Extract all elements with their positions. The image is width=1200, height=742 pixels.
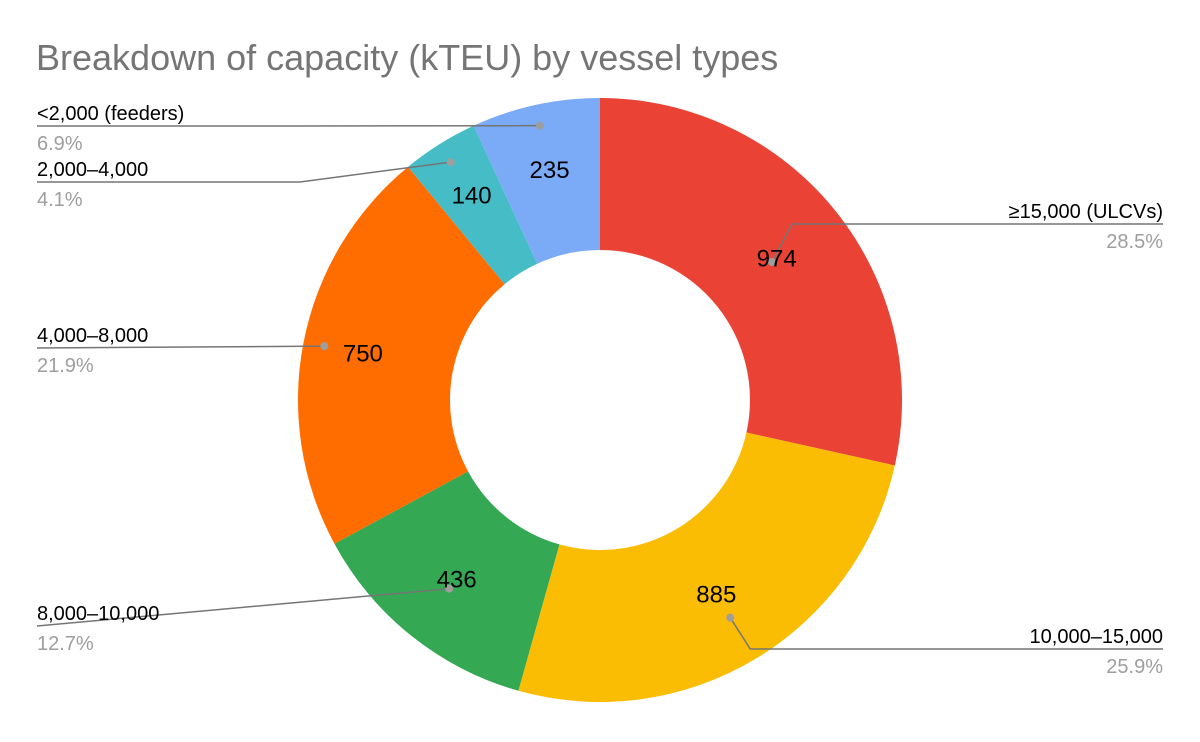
category-label-8-000-10-000: 8,000–10,000: [37, 603, 159, 625]
leader-lines-group: [36, 121, 1163, 650]
slice-2-000-4-000[interactable]: [408, 125, 538, 285]
leader-dot-2-000-4-000: [446, 158, 455, 167]
percent-label-2-000-4-000: 4.1%: [37, 189, 83, 211]
category-label-2-000-4-000: 2,000–4,000: [37, 159, 148, 181]
percent-label-15-000-ulcvs: 28.5%: [1106, 231, 1163, 253]
value-label-8-000-10-000: 436: [437, 566, 477, 593]
value-label-2-000-feeders: 235: [530, 157, 570, 184]
category-label-10-000-15-000: 10,000–15,000: [1030, 626, 1163, 648]
leader-line-8-000-10-000: [36, 587, 450, 627]
percent-label-10-000-15-000: 25.9%: [1106, 656, 1163, 678]
category-label-2-000-feeders: <2,000 (feeders): [37, 103, 184, 125]
leader-dot-10-000-15-000: [726, 613, 735, 622]
category-label-15-000-ulcvs: ≥15,000 (ULCVs): [1009, 201, 1163, 223]
slice-2-000-feeders[interactable]: [473, 98, 600, 264]
percent-label-2-000-feeders: 6.9%: [37, 133, 83, 155]
leader-dot-2-000-feeders: [535, 121, 544, 130]
chart-title: Breakdown of capacity (kTEU) by vessel t…: [36, 37, 778, 78]
leader-dot-8-000-10-000: [445, 584, 454, 593]
slice-4-000-8-000[interactable]: [298, 166, 505, 544]
leader-dot-15-000-ulcvs: [767, 258, 776, 267]
category-labels-group: ≥15,000 (ULCVs) 28.5% 10,000–15,000 25.9% 8,…: [37, 103, 1163, 678]
value-label-2-000-4-000: 140: [452, 182, 492, 209]
leader-line-2-000-4-000: [37, 161, 451, 183]
slice-15-000-ulcvs[interactable]: [600, 98, 902, 466]
percent-label-8-000-10-000: 12.7%: [37, 633, 94, 655]
percent-label-4-000-8-000: 21.9%: [37, 355, 94, 377]
slices-group: [298, 98, 902, 703]
category-label-4-000-8-000: 4,000–8,000: [37, 325, 148, 347]
leader-dot-4-000-8-000: [320, 342, 329, 351]
value-label-10-000-15-000: 885: [696, 581, 736, 608]
leader-line-15-000-ulcvs: [771, 223, 1163, 263]
value-label-4-000-8-000: 750: [343, 341, 383, 368]
value-label-15-000-ulcvs: 974: [757, 245, 797, 272]
slice-8-000-10-000[interactable]: [334, 471, 560, 691]
leader-line-10-000-15-000: [729, 617, 1163, 650]
leader-line-4-000-8-000: [36, 345, 325, 349]
value-labels-group: 974 885 436 750 140 235: [343, 157, 797, 608]
slice-10-000-15-000[interactable]: [518, 432, 895, 703]
